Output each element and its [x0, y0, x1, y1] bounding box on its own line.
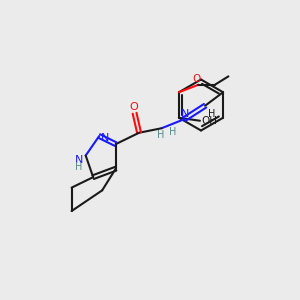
Text: H: H [75, 162, 83, 172]
Text: OH: OH [202, 116, 218, 126]
Text: O: O [130, 102, 138, 112]
Text: N: N [75, 155, 83, 165]
Text: H: H [169, 127, 177, 137]
Text: H: H [208, 109, 215, 119]
Text: H: H [157, 130, 165, 140]
Text: N: N [100, 134, 109, 143]
Text: O: O [193, 74, 201, 84]
Text: N: N [181, 109, 190, 119]
